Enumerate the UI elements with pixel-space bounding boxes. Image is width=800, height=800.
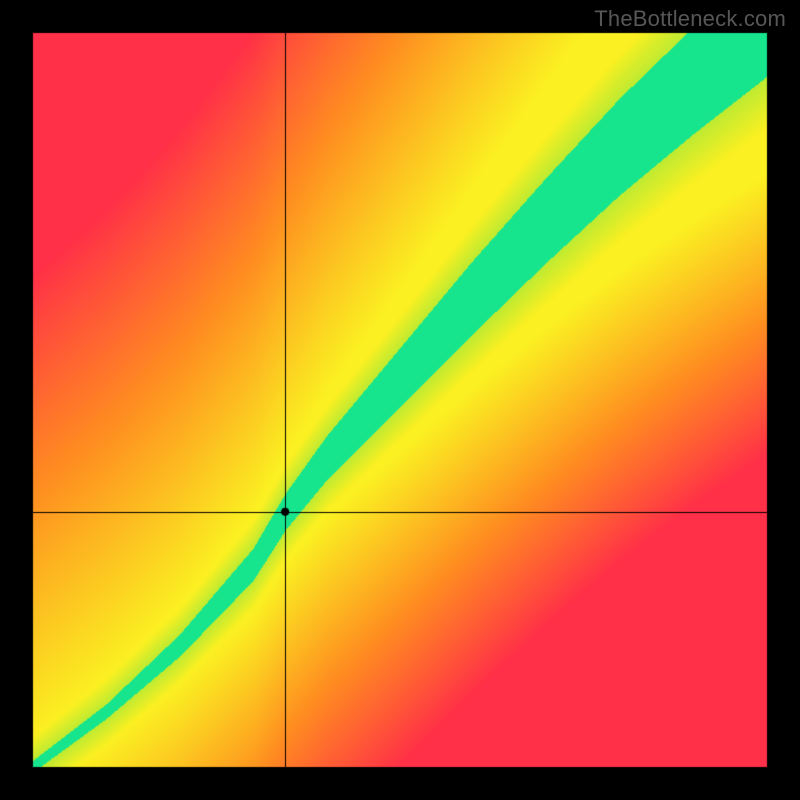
bottleneck-heatmap: [0, 0, 800, 800]
watermark-label: TheBottleneck.com: [594, 6, 786, 32]
chart-container: TheBottleneck.com: [0, 0, 800, 800]
